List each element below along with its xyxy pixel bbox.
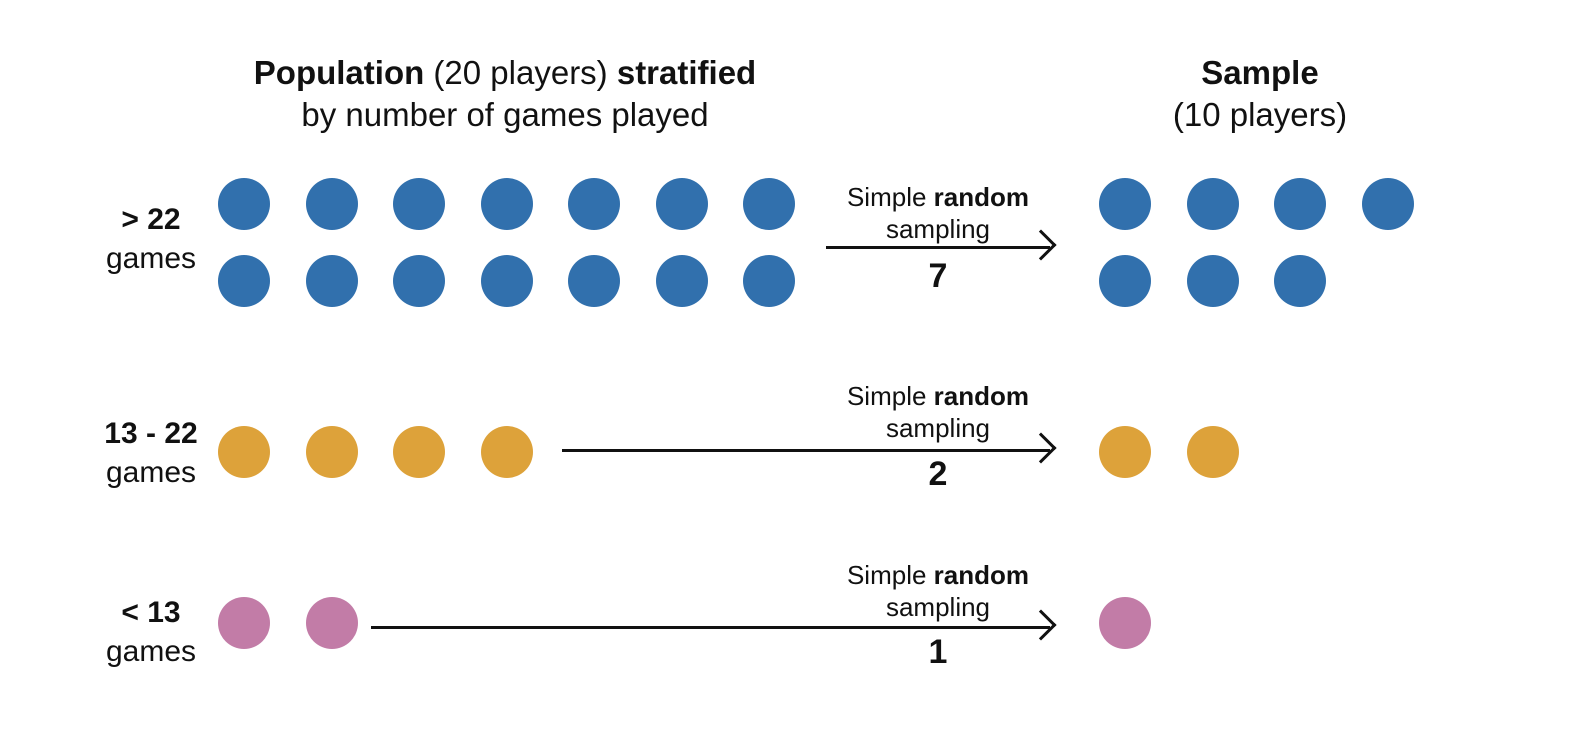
sample-player-dot <box>1186 255 1239 307</box>
sample-player-dot <box>1099 426 1151 478</box>
sample-player-dot <box>1274 178 1326 230</box>
sample-title-line2: (10 players) <box>1172 96 1348 133</box>
population-player-dot <box>305 178 358 230</box>
population-player-dot <box>655 255 708 307</box>
population-player-dot <box>218 178 270 230</box>
population-player-dot <box>393 178 445 230</box>
population-player-dot <box>218 597 270 649</box>
arrow-label-low: Simple random sampling <box>846 560 1030 622</box>
sample-player-dot <box>1099 178 1151 230</box>
population-title-line2: by number of games played <box>301 96 709 133</box>
population-player-dot <box>568 178 620 230</box>
sample-count-mid: 2 <box>928 455 948 493</box>
sample-player-dot <box>1361 178 1414 230</box>
population-player-dot <box>480 255 533 307</box>
population-title-line1: Population (20 players) stratified <box>253 54 757 91</box>
population-player-dot <box>480 426 533 478</box>
arrow-label-mid: Simple random sampling <box>846 381 1030 443</box>
population-player-dot <box>393 255 445 307</box>
population-player-dot <box>305 597 358 649</box>
population-player-dot <box>480 178 533 230</box>
population-player-dot <box>305 255 358 307</box>
population-player-dot <box>393 426 445 478</box>
sample-count-high: 7 <box>928 257 948 295</box>
population-title: Population (20 players) stratified by nu… <box>200 52 810 136</box>
sample-count-low: 1 <box>928 633 948 671</box>
sample-player-dot <box>1274 255 1326 307</box>
sample-title-line1: Sample <box>1201 54 1319 91</box>
stratum-label-high: > 22 games <box>105 203 197 275</box>
population-player-dot <box>568 255 620 307</box>
sample-player-dot <box>1099 255 1151 307</box>
population-player-dot <box>305 426 358 478</box>
population-player-dot <box>218 255 270 307</box>
population-player-dot <box>655 178 708 230</box>
population-player-dot <box>743 178 795 230</box>
arrow-low <box>371 609 1057 641</box>
population-player-dot <box>218 426 270 478</box>
arrow-mid <box>562 432 1057 464</box>
population-player-dot <box>743 255 795 307</box>
arrow-high <box>826 229 1057 261</box>
sample-player-dot <box>1099 597 1151 649</box>
stratum-label-mid: 13 - 22 games <box>104 417 198 489</box>
sample-player-dot <box>1186 426 1239 478</box>
sample-player-dot <box>1186 178 1239 230</box>
sample-title: Sample (10 players) <box>1060 52 1460 136</box>
arrow-label-high: Simple random sampling <box>846 182 1030 244</box>
stratum-label-low: < 13 games <box>105 596 197 668</box>
